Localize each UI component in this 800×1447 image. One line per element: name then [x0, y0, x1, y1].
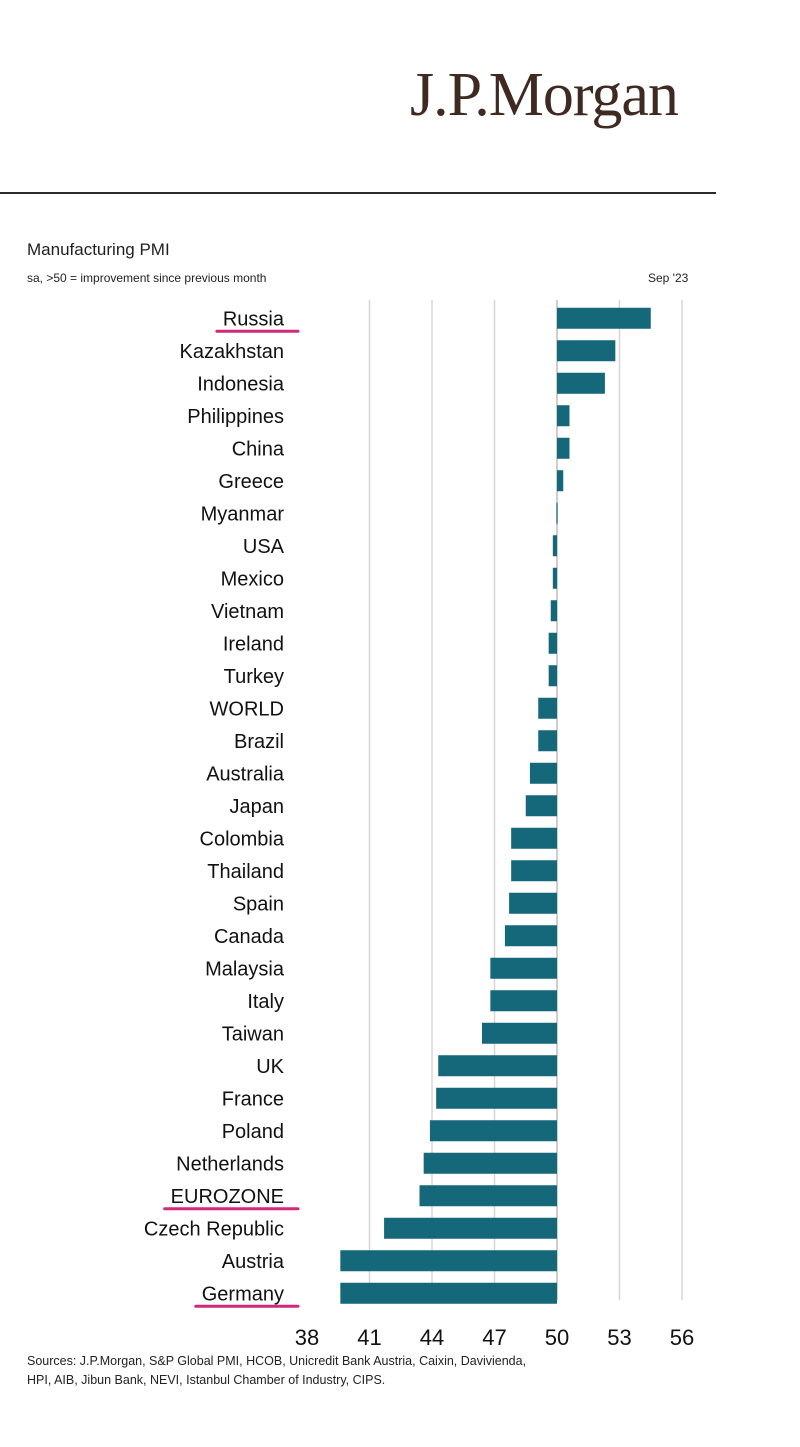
bar-mexico [552, 567, 557, 589]
label-colombia: Colombia [200, 828, 285, 850]
bar-vietnam [550, 600, 557, 622]
bar-netherlands [423, 1152, 557, 1174]
label-netherlands: Netherlands [176, 1153, 284, 1175]
bar-turkey [548, 665, 557, 687]
bar-austria [340, 1250, 557, 1272]
chart-date: Sep '23 [648, 271, 689, 285]
x-tick-53: 53 [607, 1325, 631, 1350]
label-canada: Canada [214, 926, 285, 948]
label-germany: Germany [202, 1283, 284, 1305]
label-spain: Spain [233, 893, 284, 915]
label-philippines: Philippines [187, 406, 284, 428]
label-world: WORLD [210, 698, 284, 720]
bar-myanmar [556, 502, 558, 524]
bar-czech-republic [384, 1217, 557, 1239]
x-tick-41: 41 [357, 1325, 381, 1350]
bar-spain [509, 892, 557, 914]
sources-line-1: Sources: J.P.Morgan, S&P Global PMI, HCO… [27, 1354, 527, 1368]
bar-taiwan [482, 1022, 557, 1044]
label-mexico: Mexico [221, 568, 284, 590]
label-brazil: Brazil [234, 731, 284, 753]
bar-brazil [538, 730, 557, 752]
x-tick-labels: 38 41 44 47 50 53 56 [295, 1325, 694, 1350]
bar-germany [340, 1282, 557, 1304]
bar-russia [557, 307, 651, 329]
x-tick-56: 56 [670, 1325, 694, 1350]
label-italy: Italy [247, 991, 284, 1013]
bar-greece [557, 470, 564, 492]
sources-note: Sources: J.P.Morgan, S&P Global PMI, HCO… [27, 1352, 747, 1390]
x-tick-44: 44 [420, 1325, 444, 1350]
bar-canada [504, 925, 557, 947]
label-indonesia: Indonesia [197, 373, 285, 395]
label-greece: Greece [218, 471, 284, 493]
bar-philippines [557, 405, 570, 427]
bar-uk [438, 1055, 557, 1077]
bar-thailand [511, 860, 557, 882]
bar-usa [552, 535, 557, 557]
chart-title: Manufacturing PMI [27, 240, 170, 259]
x-tick-38: 38 [295, 1325, 319, 1350]
label-thailand: Thailand [207, 861, 284, 883]
label-uk: UK [256, 1056, 284, 1078]
label-usa: USA [243, 536, 285, 558]
label-austria: Austria [222, 1251, 285, 1273]
bar-italy [490, 990, 557, 1012]
label-poland: Poland [222, 1121, 284, 1143]
bar-australia [529, 762, 557, 784]
x-tick-50: 50 [545, 1325, 569, 1350]
label-myanmar: Myanmar [201, 503, 285, 525]
label-australia: Australia [206, 763, 285, 785]
label-eurozone: EUROZONE [171, 1186, 284, 1208]
bars [340, 307, 651, 1304]
bar-world [538, 697, 557, 719]
category-labels: Russia Kazakhstan Indonesia Philippines Chin… [144, 308, 300, 1308]
sources-line-2: HPI, AIB, Jibun Bank, NEVI, Istanbul Cha… [27, 1373, 386, 1387]
label-japan: Japan [230, 796, 285, 818]
header-divider [0, 192, 716, 194]
bar-colombia [511, 827, 557, 849]
label-russia: Russia [223, 308, 285, 330]
label-malaysia: Malaysia [205, 958, 285, 980]
bar-poland [429, 1120, 557, 1142]
label-china: China [232, 438, 285, 460]
bar-japan [525, 795, 557, 817]
x-tick-47: 47 [482, 1325, 506, 1350]
bar-malaysia [490, 957, 557, 979]
label-taiwan: Taiwan [222, 1023, 284, 1045]
chart-subtitle: sa, >50 = improvement since previous mon… [27, 271, 267, 285]
label-ireland: Ireland [223, 633, 284, 655]
label-turkey: Turkey [224, 666, 284, 688]
bar-indonesia [557, 372, 605, 394]
bar-kazakhstan [557, 340, 616, 362]
bar-china [557, 437, 570, 459]
label-czech-republic: Czech Republic [144, 1218, 284, 1240]
label-france: France [222, 1088, 284, 1110]
bar-ireland [548, 632, 557, 654]
bar-eurozone [419, 1185, 557, 1207]
label-vietnam: Vietnam [211, 601, 284, 623]
label-kazakhstan: Kazakhstan [179, 341, 284, 363]
jpmorgan-logo: J.P.Morgan [410, 61, 679, 129]
bar-france [436, 1087, 557, 1109]
